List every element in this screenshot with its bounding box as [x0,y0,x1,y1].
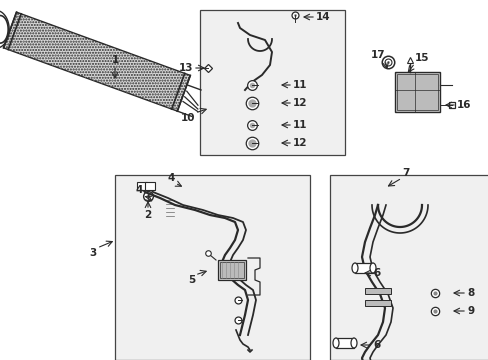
Text: 13: 13 [178,63,193,73]
Bar [396,74,437,110]
Bar [329,175,488,360]
Text: 7: 7 [401,168,408,178]
Text: 12: 12 [292,98,307,108]
Text: 5: 5 [187,275,195,285]
Text: 15: 15 [414,53,428,63]
Text: 16: 16 [456,100,470,110]
Bar [200,10,345,155]
Text: 3: 3 [90,248,97,258]
Text: 11: 11 [292,120,307,130]
Text: 14: 14 [315,12,330,22]
Ellipse shape [350,338,356,348]
Text: 17: 17 [369,50,384,60]
Bar [220,262,244,278]
Text: 6: 6 [372,268,380,278]
Ellipse shape [369,263,375,273]
Text: 6: 6 [372,340,380,350]
Bar [145,182,155,190]
Bar [335,338,353,348]
Text: 1: 1 [111,55,119,65]
Ellipse shape [332,338,338,348]
Bar [218,260,245,280]
Bar [115,175,309,360]
Bar [364,288,390,294]
Bar [394,72,439,112]
Text: 4: 4 [135,185,142,195]
Bar [364,300,390,306]
Ellipse shape [351,263,357,273]
Text: 11: 11 [292,80,307,90]
Text: 8: 8 [466,288,473,298]
Bar [354,263,372,273]
Text: 4: 4 [167,173,175,183]
Text: 10: 10 [180,113,195,123]
Bar [3,12,190,111]
Text: 9: 9 [466,306,473,316]
Bar [137,182,147,190]
Text: 2: 2 [144,210,151,220]
Text: 12: 12 [292,138,307,148]
